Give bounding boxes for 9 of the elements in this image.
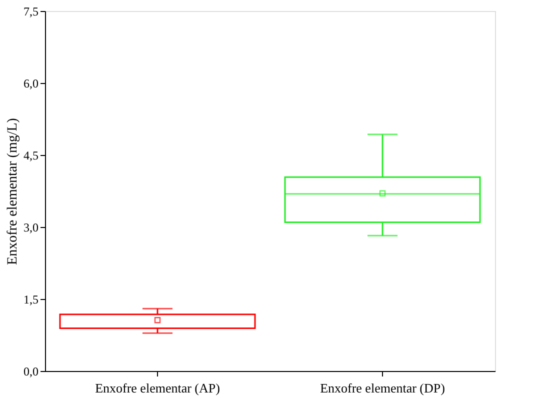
y-tick-label: 6,0: [24, 76, 38, 90]
y-tick-label: 1,5: [24, 292, 38, 306]
y-tick-label: 3,0: [24, 220, 38, 234]
x-tick-label: Enxofre elementar (AP): [95, 380, 220, 396]
y-axis-title: Enxofre elementar (mg/L): [6, 118, 20, 265]
y-tick-label: 7,5: [24, 4, 38, 18]
x-tick-label: Enxofre elementar (DP): [320, 380, 445, 396]
y-tick-label: 4,5: [24, 148, 38, 162]
y-tick-label: 0,0: [24, 364, 38, 378]
